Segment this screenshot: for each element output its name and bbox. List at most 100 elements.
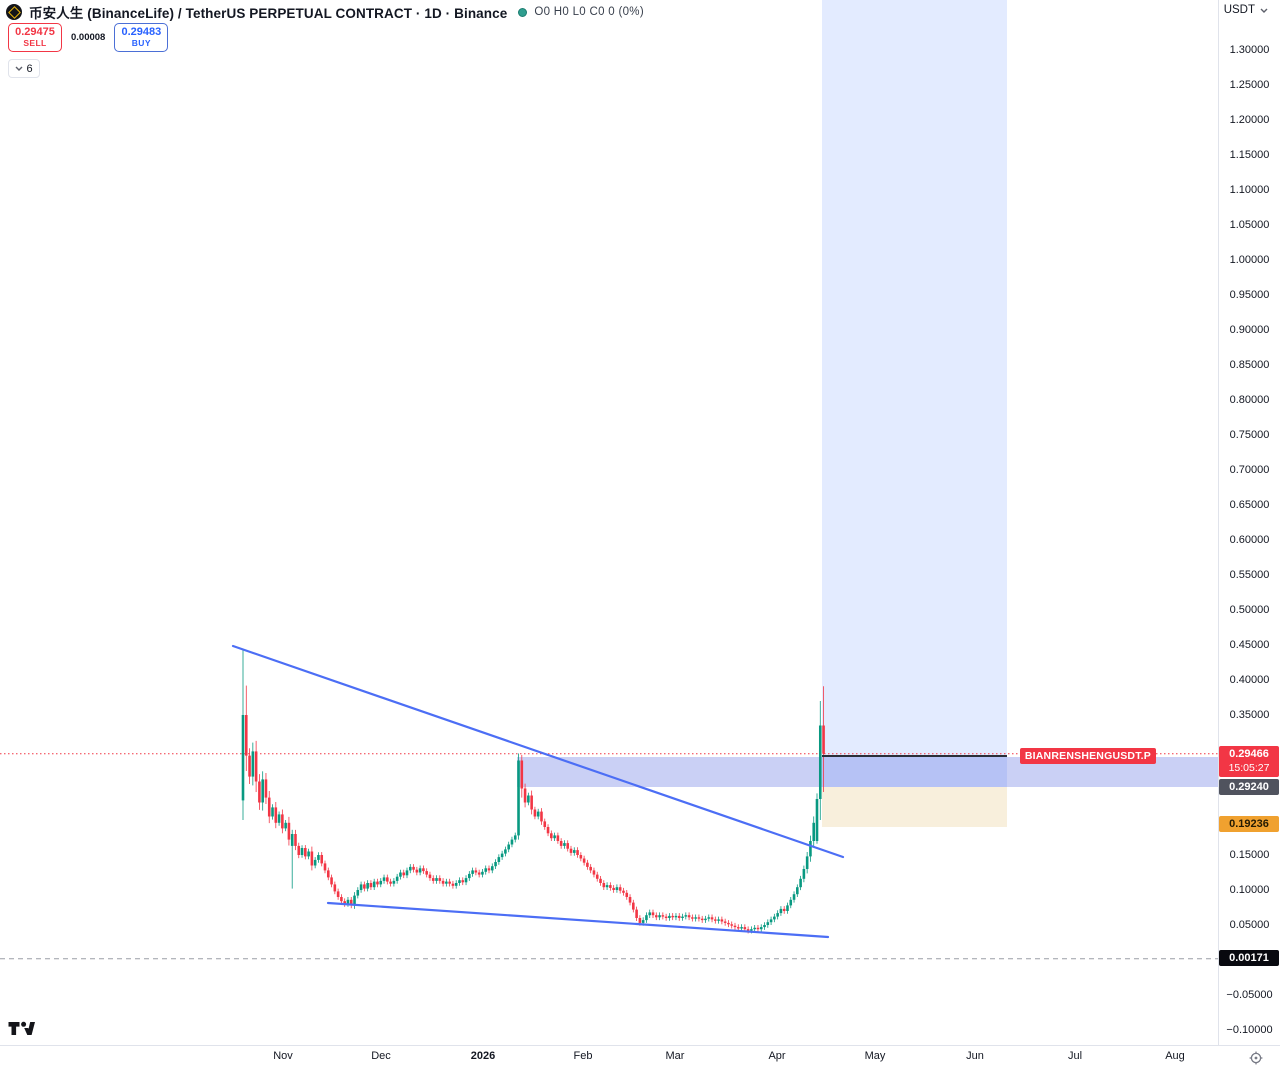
candle-body — [556, 835, 560, 841]
candle-body — [812, 822, 816, 841]
candle-body — [773, 916, 776, 920]
candle-body — [454, 883, 458, 886]
candle-body — [602, 883, 606, 888]
time-tick-2026: 2026 — [470, 1050, 496, 1062]
candle-body — [445, 881, 448, 884]
candle-body — [533, 809, 537, 817]
price-tick: 0.60000 — [1229, 534, 1270, 546]
candle-body — [402, 872, 406, 876]
chart-pane[interactable]: BIANRENSHENGUSDT.P — [0, 0, 1218, 1045]
candle-body — [789, 899, 793, 906]
lower-descending-trendline[interactable] — [326, 901, 830, 939]
candle-body — [677, 915, 681, 918]
candle-body — [244, 715, 248, 756]
candle-body — [605, 885, 609, 888]
candle-body — [464, 878, 468, 883]
zone-low-price-tag: 0.19236 — [1219, 816, 1279, 832]
sell-price: 0.29475 — [15, 26, 55, 39]
buy-button[interactable]: 0.29483 BUY — [114, 23, 169, 52]
price-tick: 1.10000 — [1229, 184, 1270, 196]
candle-body — [805, 856, 809, 869]
candle-body — [592, 870, 596, 875]
sell-label: SELL — [23, 37, 47, 48]
price-axis[interactable]: 1.30000 1.25000 1.20000 1.15000 1.10000 1.050… — [1218, 0, 1280, 1045]
candle-body — [254, 751, 258, 782]
candle-body — [304, 848, 307, 857]
candle-body — [635, 909, 638, 918]
candle-body — [287, 822, 291, 840]
bar-countdown: 15:05:27 — [1228, 761, 1270, 774]
candle-body — [333, 884, 337, 892]
candle-body — [664, 916, 668, 918]
candle-body — [481, 871, 484, 875]
candle-body — [340, 897, 343, 902]
candle-body — [809, 841, 812, 857]
candle-body — [645, 915, 648, 921]
sell-button[interactable]: 0.29475 SELL — [8, 23, 62, 52]
candle-body — [615, 887, 619, 890]
candle-body — [766, 922, 770, 925]
price-tick: −0.10000 — [1226, 1024, 1273, 1036]
candle-body — [559, 841, 563, 846]
time-tick-mar: Mar — [665, 1050, 685, 1062]
entry-zone-beige[interactable] — [822, 787, 1007, 827]
candle-body — [687, 915, 691, 918]
candle-body — [668, 915, 671, 918]
candle-body — [281, 814, 284, 829]
candle-body — [320, 855, 324, 864]
candle-body — [448, 881, 451, 884]
gear-icon[interactable] — [1249, 1051, 1263, 1070]
candle-body — [389, 881, 392, 884]
candle-body — [376, 881, 379, 885]
candle-body — [707, 917, 711, 919]
upper-descending-trendline[interactable] — [231, 644, 845, 859]
candle-body — [727, 922, 730, 925]
candle-body — [343, 901, 346, 904]
candle-body — [671, 915, 674, 918]
time-axis[interactable]: Nov Dec 2026 Feb Mar Apr May Jun Jul Aug — [0, 1045, 1280, 1067]
candle-body — [612, 887, 615, 890]
object-tree-collapsed-pill[interactable]: 6 — [8, 59, 40, 78]
price-tick: 0.10000 — [1229, 884, 1270, 896]
projection-zone-blue[interactable] — [822, 0, 1007, 787]
candle-body — [438, 878, 442, 881]
price-chart-canvas[interactable] — [0, 0, 1218, 1045]
candle-body — [349, 899, 353, 906]
candle-body — [326, 870, 330, 878]
candle-body — [359, 884, 363, 890]
market-status-icon[interactable] — [518, 7, 528, 17]
candle-body — [520, 760, 524, 789]
candle-body — [431, 878, 435, 881]
candle-body — [658, 915, 661, 918]
price-scale-currency-switch[interactable]: USDT — [1224, 4, 1268, 16]
candle-body — [290, 834, 294, 846]
symbol-title[interactable]: 币安人生 (BinanceLife) / TetherUS PERPETUAL … — [29, 6, 508, 21]
candle-body — [422, 868, 425, 872]
candle-body — [582, 858, 586, 863]
candle-body — [786, 905, 789, 911]
candle-body — [330, 877, 333, 885]
tradingview-logo-icon[interactable] — [8, 1019, 35, 1043]
candle-body — [471, 870, 474, 874]
low-line-price-tag: 0.00171 — [1219, 950, 1279, 966]
candle-body — [684, 915, 688, 917]
candle-body — [323, 863, 327, 871]
symbol-logo-icon — [6, 4, 22, 20]
time-tick-feb: Feb — [573, 1050, 593, 1062]
symbol-price-floating-label[interactable]: BIANRENSHENGUSDT.P — [1019, 748, 1156, 764]
candle-body — [628, 897, 632, 903]
candle-body — [717, 919, 720, 921]
symbol-header: 币安人生 (BinanceLife) / TetherUS PERPETUAL … — [6, 2, 644, 22]
candle-body — [566, 843, 570, 849]
price-tick: 1.00000 — [1229, 254, 1270, 266]
candle-body — [599, 878, 602, 883]
candle-body — [313, 859, 317, 866]
candle-body — [369, 883, 373, 888]
candle-body — [507, 844, 510, 850]
candle-body — [251, 751, 255, 777]
candle-body — [648, 912, 652, 916]
candle-body — [638, 918, 642, 923]
price-tick: 0.15000 — [1229, 849, 1270, 861]
time-tick-jul: Jul — [1067, 1050, 1083, 1062]
